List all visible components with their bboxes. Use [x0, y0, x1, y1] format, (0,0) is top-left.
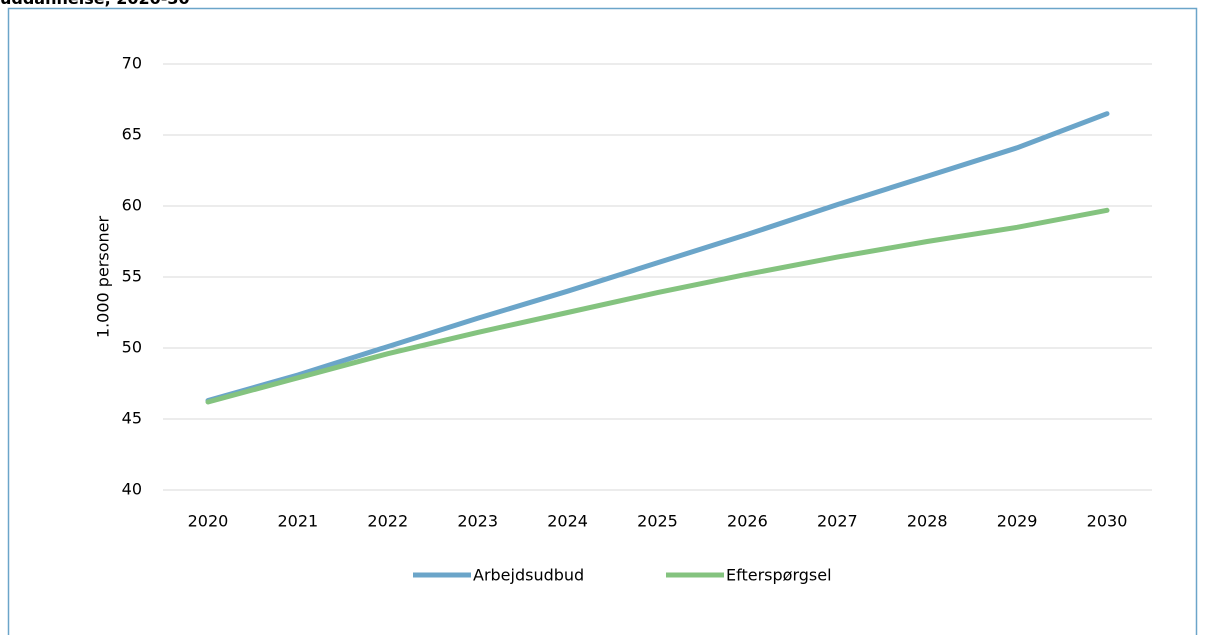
x-tick-label: 2029	[997, 512, 1038, 531]
x-tick-label: 2030	[1087, 512, 1128, 531]
y-tick-label: 50	[122, 338, 142, 357]
y-tick-label: 70	[122, 54, 142, 73]
legend-label: Arbejdsudbud	[473, 566, 584, 585]
y-axis-label: 1.000 personer	[94, 216, 113, 339]
x-tick-label: 2021	[278, 512, 319, 531]
chart-title: uddannelse, 2020-30	[0, 0, 190, 8]
series-line	[205, 207, 1110, 405]
x-tick-label: 2028	[907, 512, 948, 531]
x-tick-label: 2022	[367, 512, 408, 531]
chart-border	[7, 7, 1198, 635]
legend-label: Efterspørgsel	[726, 566, 832, 585]
x-tick-label: 2026	[727, 512, 768, 531]
series-line	[205, 111, 1110, 403]
y-tick-label: 60	[122, 196, 142, 215]
y-tick-label: 40	[122, 480, 142, 499]
y-tick-label: 45	[122, 409, 142, 428]
y-tick-label: 55	[122, 267, 142, 286]
x-tick-label: 2020	[188, 512, 229, 531]
x-tick-label: 2025	[637, 512, 678, 531]
x-tick-label: 2023	[457, 512, 498, 531]
x-tick-label: 2024	[547, 512, 588, 531]
x-tick-label: 2027	[817, 512, 858, 531]
y-tick-label: 65	[122, 125, 142, 144]
